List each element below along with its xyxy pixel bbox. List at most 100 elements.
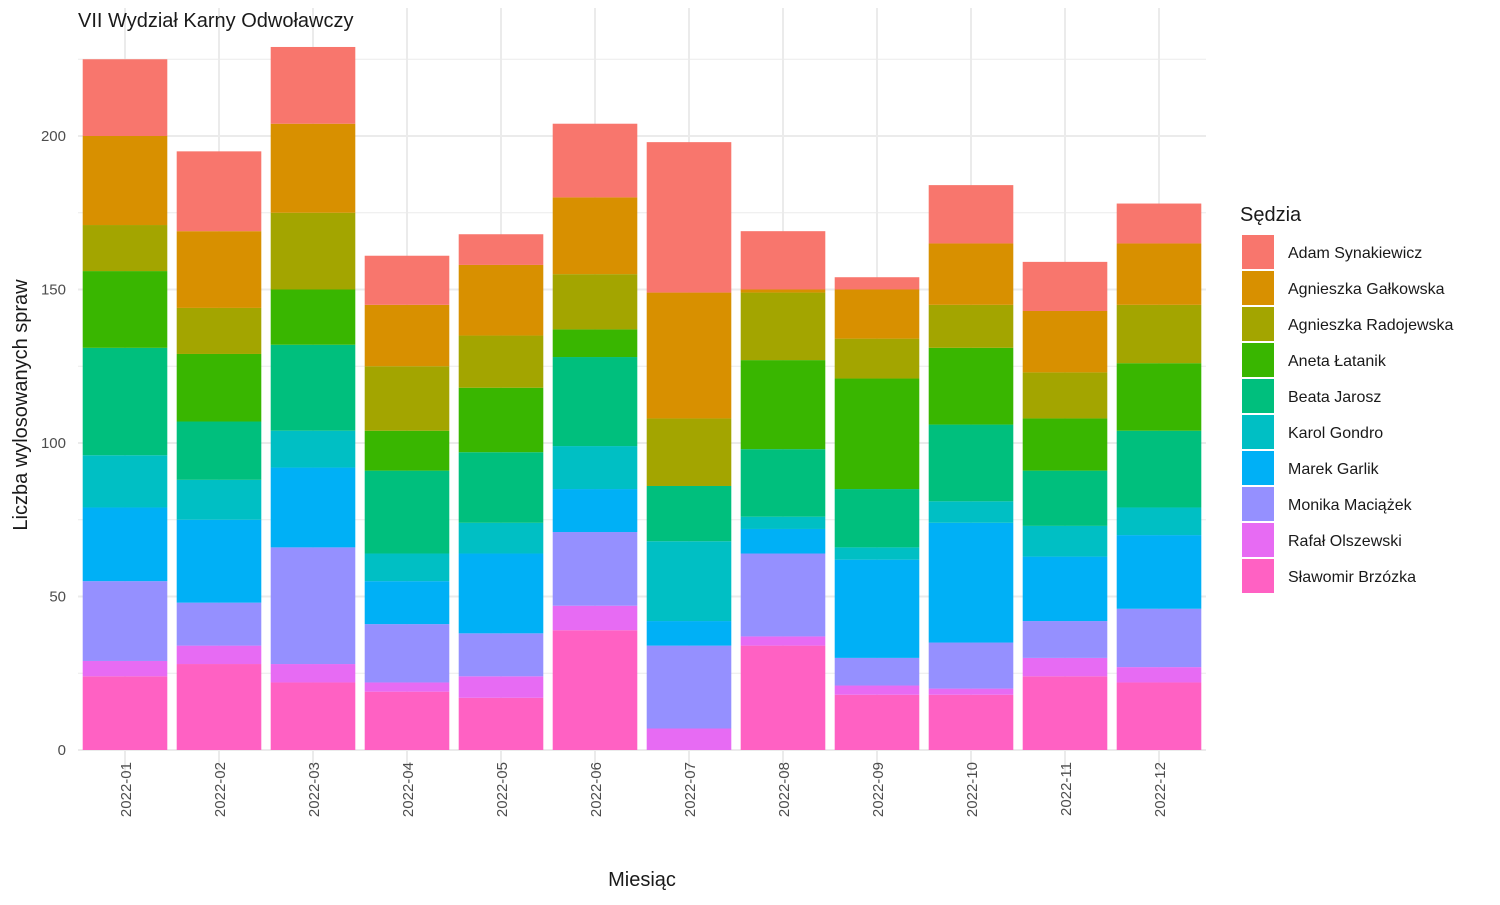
bar-segment-rafal-olszewski bbox=[552, 605, 638, 631]
bar-segment-beata-jarosz bbox=[646, 485, 732, 542]
x-axis-title: Miesiąc bbox=[608, 869, 676, 891]
bar-segment-marek-garlik bbox=[176, 519, 262, 603]
bar-segment-agnieszka-radojewska bbox=[270, 212, 356, 290]
bar-segment-beata-jarosz bbox=[270, 344, 356, 431]
bar-segment-agnieszka-radojewska bbox=[552, 274, 638, 330]
bar-segment-monika-maciazek bbox=[82, 581, 168, 661]
bar-segment-rafal-olszewski bbox=[834, 685, 920, 695]
bar-segment-marek-garlik bbox=[834, 559, 920, 658]
bar-segment-monika-maciazek bbox=[364, 624, 450, 683]
x-tick-label: 2022-06 bbox=[588, 762, 605, 817]
bar-segment-agnieszka-galkowska bbox=[928, 243, 1014, 305]
bar-segment-karol-gondro bbox=[834, 547, 920, 560]
bar-segment-agnieszka-galkowska bbox=[270, 123, 356, 213]
bar-segment-beata-jarosz bbox=[834, 489, 920, 548]
bar-segment-agnieszka-galkowska bbox=[1022, 310, 1108, 373]
bar-segment-monika-maciazek bbox=[740, 553, 826, 637]
bar-segment-aneta-latanik bbox=[270, 289, 356, 345]
y-tick-label: 0 bbox=[58, 742, 66, 759]
bar-segment-agnieszka-radojewska bbox=[364, 366, 450, 431]
legend-label-beata-jarosz: Beata Jarosz bbox=[1288, 389, 1381, 406]
bar-segment-karol-gondro bbox=[176, 479, 262, 520]
legend-label-slawomir-brzozka: Sławomir Brzózka bbox=[1288, 569, 1416, 586]
bar-segment-marek-garlik bbox=[928, 522, 1014, 643]
legend-swatch-adam-synakiewicz bbox=[1242, 235, 1274, 269]
bar-segment-agnieszka-radojewska bbox=[458, 335, 544, 388]
bar-segment-karol-gondro bbox=[270, 430, 356, 468]
bar-segment-rafal-olszewski bbox=[82, 660, 168, 677]
y-tick-label: 150 bbox=[41, 282, 66, 299]
bar-segment-slawomir-brzozka bbox=[928, 694, 1014, 750]
x-tick-label: 2022-09 bbox=[870, 762, 887, 817]
bar-segment-monika-maciazek bbox=[834, 657, 920, 686]
bar-segment-adam-synakiewicz bbox=[270, 46, 356, 124]
y-tick-label: 50 bbox=[49, 589, 66, 606]
bar-segment-karol-gondro bbox=[1022, 525, 1108, 557]
legend-label-aneta-latanik: Aneta Łatanik bbox=[1288, 353, 1387, 370]
bar-segment-agnieszka-galkowska bbox=[1116, 243, 1202, 305]
bar-segment-marek-garlik bbox=[552, 489, 638, 533]
bar-segment-karol-gondro bbox=[458, 522, 544, 554]
legend-swatch-beata-jarosz bbox=[1242, 379, 1274, 413]
bar-segment-beata-jarosz bbox=[552, 357, 638, 447]
bar-segment-agnieszka-galkowska bbox=[82, 136, 168, 226]
bar-segment-marek-garlik bbox=[270, 467, 356, 548]
bar-segment-monika-maciazek bbox=[458, 633, 544, 677]
bar-segment-slawomir-brzozka bbox=[740, 645, 826, 750]
bar-segment-monika-maciazek bbox=[1116, 608, 1202, 668]
x-tick-label: 2022-03 bbox=[306, 762, 323, 817]
bar-segment-agnieszka-radojewska bbox=[646, 418, 732, 486]
bar-segment-karol-gondro bbox=[646, 541, 732, 622]
bar-segment-rafal-olszewski bbox=[458, 676, 544, 698]
bar-segment-karol-gondro bbox=[552, 446, 638, 490]
bar-segment-slawomir-brzozka bbox=[1116, 682, 1202, 750]
bar-segment-karol-gondro bbox=[740, 516, 826, 529]
legend-swatch-agnieszka-radojewska bbox=[1242, 307, 1274, 341]
legend-label-agnieszka-radojewska: Agnieszka Radojewska bbox=[1288, 317, 1454, 334]
x-tick-label: 2022-12 bbox=[1152, 762, 1169, 817]
bar-segment-marek-garlik bbox=[458, 553, 544, 634]
x-tick-label: 2022-05 bbox=[494, 762, 511, 817]
legend-title: Sędzia bbox=[1240, 204, 1302, 226]
bar-segment-slawomir-brzozka bbox=[552, 630, 638, 750]
bar-segment-karol-gondro bbox=[1116, 507, 1202, 536]
bar-segment-adam-synakiewicz bbox=[1022, 261, 1108, 311]
bar-segment-agnieszka-galkowska bbox=[740, 289, 826, 293]
legend-label-karol-gondro: Karol Gondro bbox=[1288, 425, 1383, 442]
y-tick-label: 100 bbox=[41, 435, 66, 452]
chart-title: VII Wydział Karny Odwoławczy bbox=[78, 10, 353, 32]
bar-segment-agnieszka-radojewska bbox=[834, 338, 920, 379]
bar-segment-adam-synakiewicz bbox=[834, 277, 920, 290]
bar-segment-rafal-olszewski bbox=[928, 688, 1014, 695]
bar-segment-beata-jarosz bbox=[82, 347, 168, 456]
x-axis-ticks: 2022-01 2022-02 2022-03 2022-04 2022-05 2022-… bbox=[118, 762, 1169, 817]
bar-segment-agnieszka-radojewska bbox=[740, 292, 826, 361]
bar-segment-adam-synakiewicz bbox=[364, 255, 450, 305]
bar-segment-karol-gondro bbox=[364, 553, 450, 582]
bar-segment-adam-synakiewicz bbox=[176, 151, 262, 232]
legend-label-monika-maciazek: Monika Maciążek bbox=[1288, 497, 1413, 514]
bar-segment-beata-jarosz bbox=[1022, 470, 1108, 526]
legend: Sędzia Adam Synakiewicz Agnieszka Gałkows… bbox=[1240, 204, 1454, 593]
x-tick-label: 2022-08 bbox=[776, 762, 793, 817]
bar-segment-agnieszka-galkowska bbox=[646, 292, 732, 419]
legend-swatch-agnieszka-galkowska bbox=[1242, 271, 1274, 305]
x-tick-label: 2022-04 bbox=[400, 762, 417, 817]
x-tick-label: 2022-02 bbox=[212, 762, 229, 817]
bar-segment-aneta-latanik bbox=[82, 271, 168, 348]
bar-segment-aneta-latanik bbox=[1116, 363, 1202, 431]
bar-segment-monika-maciazek bbox=[270, 547, 356, 665]
bar-segment-beata-jarosz bbox=[740, 449, 826, 517]
legend-label-rafal-olszewski: Rafał Olszewski bbox=[1288, 533, 1402, 550]
bar-segment-slawomir-brzozka bbox=[82, 676, 168, 750]
bar-segment-adam-synakiewicz bbox=[740, 231, 826, 290]
bar-segment-marek-garlik bbox=[364, 581, 450, 625]
legend-swatch-aneta-latanik bbox=[1242, 343, 1274, 377]
bar-segment-agnieszka-radojewska bbox=[1116, 304, 1202, 364]
bar-segment-aneta-latanik bbox=[1022, 418, 1108, 471]
legend-label-agnieszka-galkowska: Agnieszka Gałkowska bbox=[1288, 281, 1445, 298]
x-tick-label: 2022-11 bbox=[1058, 762, 1075, 816]
bar-segment-agnieszka-radojewska bbox=[176, 307, 262, 354]
bar-segment-adam-synakiewicz bbox=[552, 123, 638, 198]
bar-segment-adam-synakiewicz bbox=[82, 59, 168, 136]
